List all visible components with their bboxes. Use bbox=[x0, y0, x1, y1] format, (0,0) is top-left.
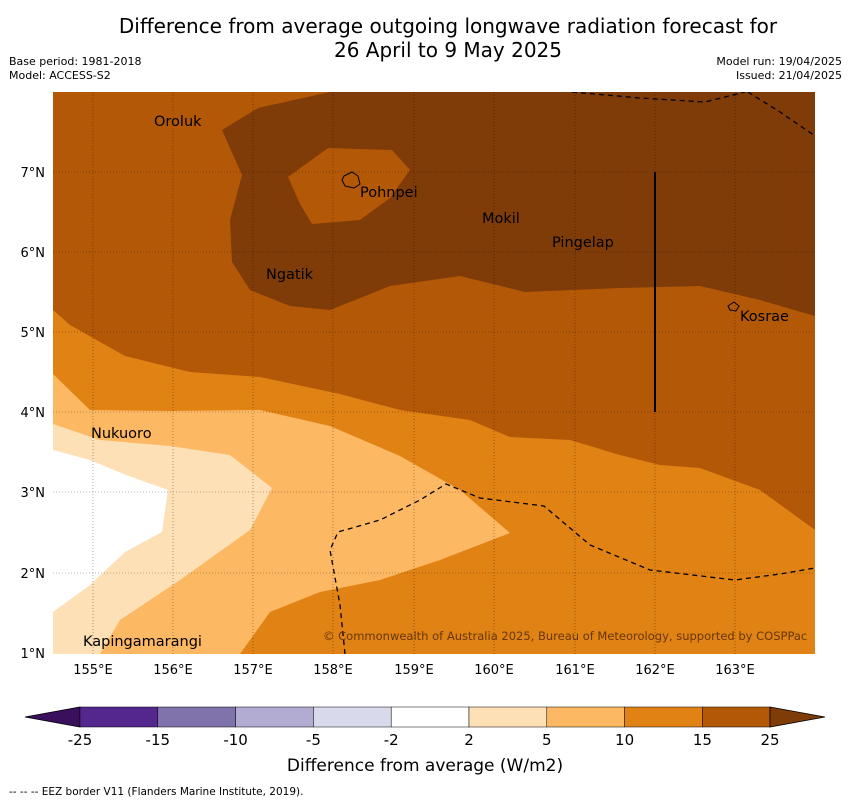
colorbar-extend-low bbox=[24, 706, 81, 728]
kosrae-island bbox=[727, 301, 740, 312]
colorbar-tick: 2 bbox=[464, 731, 474, 749]
place-mokil: Mokil bbox=[482, 211, 520, 227]
colorbar: -25 -15 -10 -5 -2 2 5 10 15 25 bbox=[24, 706, 826, 749]
colorbar-extend-high bbox=[769, 706, 826, 728]
place-kosrae: Kosrae bbox=[740, 309, 789, 325]
colorbar-bin bbox=[235, 706, 314, 728]
contour-field: © Commonwealth of Australia 2025, Bureau… bbox=[53, 92, 815, 654]
meta-left: Base period: 1981-2018 Model: ACCESS-S2 bbox=[9, 55, 141, 83]
lon-tick: 161°E bbox=[555, 663, 595, 678]
lat-tick: 7°N bbox=[21, 166, 46, 181]
colorbar-title: Difference from average (W/m2) bbox=[286, 756, 564, 776]
lat-tick: 4°N bbox=[21, 406, 46, 421]
lat-tick: 5°N bbox=[21, 326, 46, 341]
place-nukuoro: Nukuoro bbox=[91, 426, 152, 442]
place-kapingamarangi: Kapingamarangi bbox=[83, 634, 202, 650]
issued-date: Issued: 21/04/2025 bbox=[735, 69, 842, 82]
place-pohnpei: Pohnpei bbox=[360, 185, 418, 201]
eez-footnote: -- -- -- EEZ border V11 (Flanders Marine… bbox=[9, 786, 304, 798]
lon-tick: 157°E bbox=[233, 663, 273, 678]
meta-right: Model run: 19/04/2025 Issued: 21/04/2025 bbox=[716, 55, 842, 83]
lon-tick: 162°E bbox=[635, 663, 675, 678]
map-title: Difference from average outgoing longwav… bbox=[0, 14, 850, 62]
contour-neutral bbox=[53, 450, 168, 612]
model-run: Model run: 19/04/2025 bbox=[716, 55, 842, 68]
lat-tick: 1°N bbox=[21, 647, 46, 662]
colorbar-bin bbox=[702, 706, 771, 728]
colorbar-tick: 25 bbox=[760, 731, 779, 749]
model-name: Model: ACCESS-S2 bbox=[9, 69, 111, 82]
colorbar-bin bbox=[157, 706, 236, 728]
colorbar-bin bbox=[390, 706, 470, 728]
colorbar-bin bbox=[468, 706, 548, 728]
colorbar-bin bbox=[313, 706, 392, 728]
colorbar-tick: -10 bbox=[223, 731, 248, 749]
title-line-1: Difference from average outgoing longwav… bbox=[118, 14, 778, 38]
lon-tick: 158°E bbox=[313, 663, 353, 678]
lon-tick: 160°E bbox=[474, 663, 514, 678]
colorbar-tick: -5 bbox=[306, 731, 321, 749]
lon-tick: 159°E bbox=[394, 663, 434, 678]
contour-25-plus bbox=[222, 92, 815, 316]
lat-axis: 7°N 6°N 5°N 4°N 3°N 2°N 1°N bbox=[21, 166, 46, 662]
colorbar-tick: 5 bbox=[542, 731, 552, 749]
place-oroluk: Oroluk bbox=[154, 114, 202, 130]
lon-tick: 156°E bbox=[153, 663, 193, 678]
place-ngatik: Ngatik bbox=[266, 267, 314, 283]
colorbar-tick: -2 bbox=[384, 731, 399, 749]
base-period: Base period: 1981-2018 bbox=[9, 55, 142, 68]
colorbar-bin bbox=[546, 706, 625, 728]
eez-border bbox=[329, 92, 815, 654]
colorbar-bin bbox=[624, 706, 703, 728]
title-line-2: 26 April to 9 May 2025 bbox=[334, 38, 562, 62]
colorbar-tick: -25 bbox=[68, 731, 93, 749]
lat-tick: 3°N bbox=[21, 486, 46, 501]
pohnpei-island bbox=[341, 171, 361, 189]
place-labels: Oroluk Pohnpei Mokil Pingelap Ngatik Kos… bbox=[83, 114, 789, 650]
contour-pohnpei-15-25 bbox=[288, 148, 410, 224]
colorbar-tick: 15 bbox=[693, 731, 712, 749]
lat-tick: 2°N bbox=[21, 567, 46, 582]
colorbar-ticks: -25 -15 -10 -5 -2 2 5 10 15 25 bbox=[68, 731, 780, 749]
lat-tick: 6°N bbox=[21, 246, 46, 261]
lon-axis: 155°E 156°E 157°E 158°E 159°E 160°E 161°… bbox=[73, 663, 755, 678]
place-pingelap: Pingelap bbox=[552, 235, 614, 251]
colorbar-tick: -15 bbox=[146, 731, 171, 749]
lon-tick: 163°E bbox=[715, 663, 755, 678]
copyright: © Commonwealth of Australia 2025, Bureau… bbox=[323, 629, 807, 643]
colorbar-bin bbox=[79, 706, 159, 728]
colorbar-tick: 10 bbox=[615, 731, 634, 749]
lon-tick: 155°E bbox=[73, 663, 113, 678]
